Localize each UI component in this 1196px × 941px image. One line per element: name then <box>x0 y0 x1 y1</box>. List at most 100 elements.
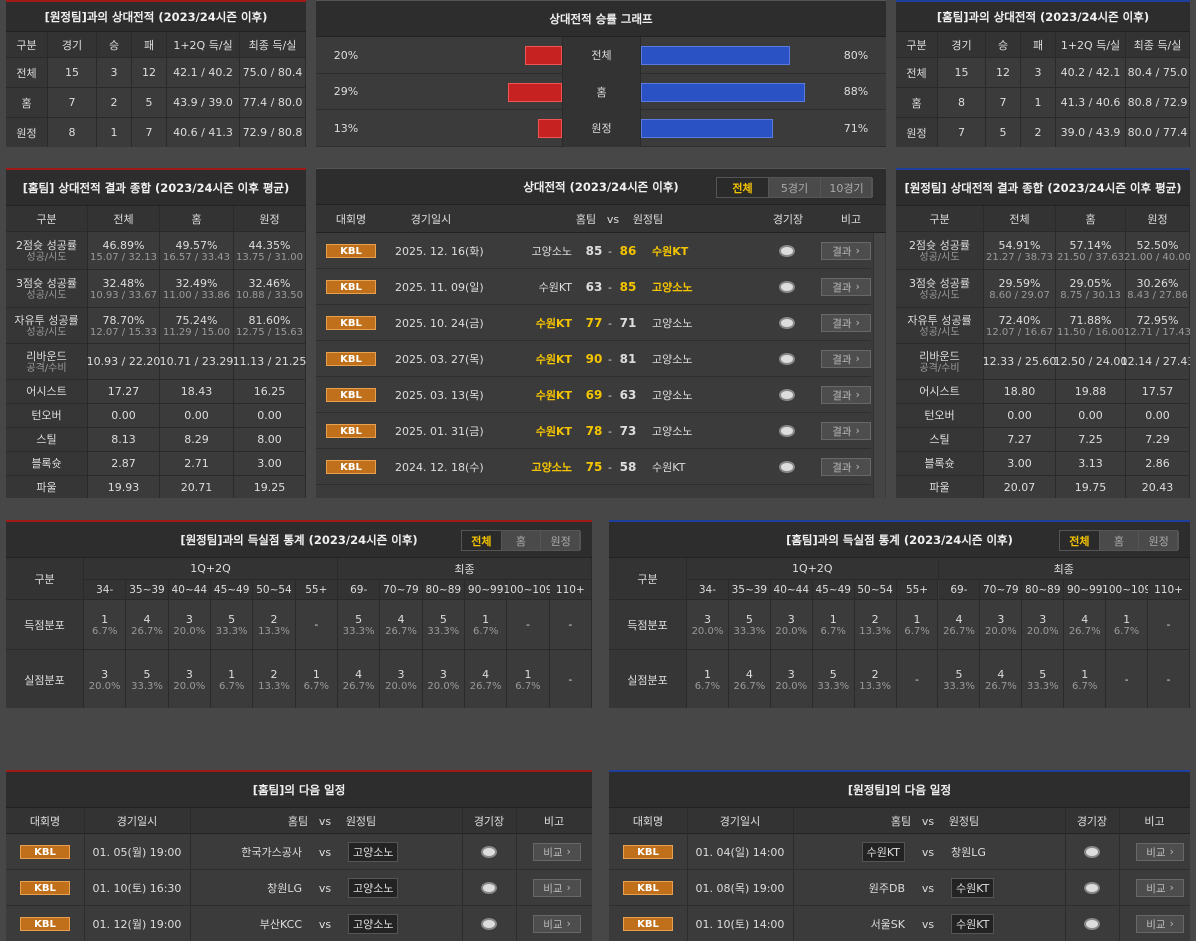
table-cell: - <box>1106 650 1149 708</box>
column-header: 구분 <box>6 206 88 232</box>
result-button[interactable]: 결과 <box>821 314 871 332</box>
stat-value: 0.00 <box>257 409 282 422</box>
score-distribution-panel: [원정팀]과의 득실점 통계 (2023/24시즌 이후) 전체 홈 원정 구분 1Q+2… <box>6 520 592 708</box>
column-header: 대회명 <box>335 213 367 226</box>
table-cell: 5 33.3% <box>728 600 771 650</box>
venue-icon <box>779 353 795 365</box>
stat-value: 32.48% <box>102 276 145 290</box>
league-badge: KBL <box>623 917 673 931</box>
row-label: 전체 <box>896 58 938 88</box>
tab[interactable]: 10경기 <box>821 178 873 197</box>
table-cell: 40.2 / 42.1 <box>1056 58 1126 88</box>
row-label: 파울 <box>896 476 984 498</box>
panel-title: [홈팀]의 다음 일정 <box>6 772 592 808</box>
tab[interactable]: 홈 <box>1100 531 1140 550</box>
table-cell: - <box>295 600 338 650</box>
home-score: 69 <box>585 388 603 402</box>
column-header: 홈 <box>1056 206 1126 232</box>
score-separator: - <box>608 424 612 438</box>
league-badge: KBL <box>326 280 376 294</box>
column-header: 승 <box>97 32 132 58</box>
tab-group: 전체 홈 원정 <box>461 530 581 551</box>
compare-button[interactable]: 비교 <box>1136 843 1184 861</box>
table-cell: 1 <box>97 118 132 147</box>
game-row: KBL 2025. 12. 16(화) 고양소노 85-86 수원KT 결과 <box>316 233 871 269</box>
count: 4 <box>482 667 490 681</box>
stat-detail: 8.60 / 29.07 <box>989 289 1050 301</box>
table-cell: 4 26.7% <box>1064 600 1107 650</box>
away-bar <box>524 46 562 65</box>
tab[interactable]: 원정 <box>1139 531 1179 550</box>
column-header: vs <box>318 814 332 828</box>
home-team: 수원KT <box>535 317 572 330</box>
win-rate-panel: 상대전적 승률 그래프 20% 전체 80% 29% 홈 88% 13% 원정 71% <box>316 0 886 147</box>
home-team: 수원KT <box>535 353 572 366</box>
league-badge: KBL <box>326 244 376 258</box>
stat-value: 12.50 / 24.00 <box>1053 355 1128 368</box>
result-button[interactable]: 결과 <box>821 242 871 260</box>
away-bar <box>508 82 562 102</box>
table-cell: 77.4 / 80.0 <box>240 88 306 118</box>
tab[interactable]: 전체 <box>1060 531 1100 550</box>
result-button[interactable]: 결과 <box>821 458 871 476</box>
stat-name: 스틸 <box>929 433 950 446</box>
row-label: 스틸 <box>6 428 88 452</box>
away-team: 고양소노 <box>652 425 693 438</box>
away-rate: 20% <box>333 48 359 62</box>
compare-button[interactable]: 비교 <box>1136 915 1184 933</box>
column-header: 최종 득/실 <box>1126 32 1190 58</box>
game-row: KBL 2025. 11. 09(일) 수원KT 63-85 고양소노 결과 <box>316 269 871 305</box>
row-label: 3점슛 성공률 성공/시도 <box>896 270 984 308</box>
tab[interactable]: 홈 <box>502 531 542 550</box>
tab[interactable]: 전체 <box>717 178 769 197</box>
count: 1 <box>312 667 320 681</box>
table-cell: 4 26.7% <box>980 650 1023 708</box>
stat-value: 17.27 <box>107 385 140 398</box>
summary-panel: [원정팀] 상대전적 결과 종합 (2023/24시즌 이후 평균) 구분 전체 홈 원… <box>896 168 1190 498</box>
range-header: 110+ <box>1148 580 1190 600</box>
count: 1 <box>829 612 837 626</box>
table-cell: 20.43 <box>1126 476 1190 498</box>
result-button[interactable]: 결과 <box>821 422 871 440</box>
table-cell: - <box>897 650 939 708</box>
stat-value: 3.00 <box>1007 457 1032 470</box>
result-button[interactable]: 결과 <box>821 278 871 296</box>
home-score: 75 <box>585 460 603 474</box>
away-team: 고양소노 <box>652 281 693 294</box>
compare-button[interactable]: 비교 <box>1136 879 1184 897</box>
table-cell: 1 6.7% <box>465 600 508 650</box>
table-cell: 0.00 <box>234 404 306 428</box>
column-header: 1+2Q 득/실 <box>167 32 240 58</box>
score-separator: - <box>608 460 612 474</box>
tab[interactable]: 5경기 <box>769 178 821 197</box>
row-label: 스틸 <box>896 428 984 452</box>
tab[interactable]: 전체 <box>462 531 502 550</box>
result-button[interactable]: 결과 <box>821 350 871 368</box>
range-header: 69- <box>338 580 381 600</box>
table-cell: 12 <box>132 58 167 88</box>
tab[interactable]: 원정 <box>541 531 581 550</box>
compare-button[interactable]: 비교 <box>533 915 581 933</box>
row-label: 전체 <box>6 58 48 88</box>
league-badge: KBL <box>20 917 70 931</box>
table-cell: 5 33.3% <box>126 650 169 708</box>
column-divider <box>793 808 794 941</box>
result-button[interactable]: 결과 <box>821 386 871 404</box>
percent: 33.3% <box>943 680 975 692</box>
table-cell: 80.0 / 77.4 <box>1126 118 1190 147</box>
game-row: KBL 2025. 10. 24(금) 수원KT 77-71 고양소노 결과 <box>316 305 871 341</box>
table-cell: 3.13 <box>1056 452 1126 476</box>
compare-button[interactable]: 비교 <box>533 843 581 861</box>
range-header: 34- <box>84 580 127 600</box>
count: 1 <box>1081 667 1089 681</box>
compare-button[interactable]: 비교 <box>533 879 581 897</box>
table-cell: 2 <box>97 88 132 118</box>
row-label: 리바운드 공격/수비 <box>6 344 88 380</box>
stat-name: 자유투 성공률 <box>14 313 79 327</box>
schedule-row: KBL 01. 12(월) 19:00 부산KCC vs 고양소노 비교 <box>6 906 592 941</box>
table-cell: 3 <box>97 58 132 88</box>
stat-detail: 10.93 / 33.67 <box>90 289 157 301</box>
percent: 6.7% <box>904 625 930 637</box>
vs-label: vs <box>921 881 935 895</box>
group-header: 1Q+2Q <box>84 558 338 580</box>
